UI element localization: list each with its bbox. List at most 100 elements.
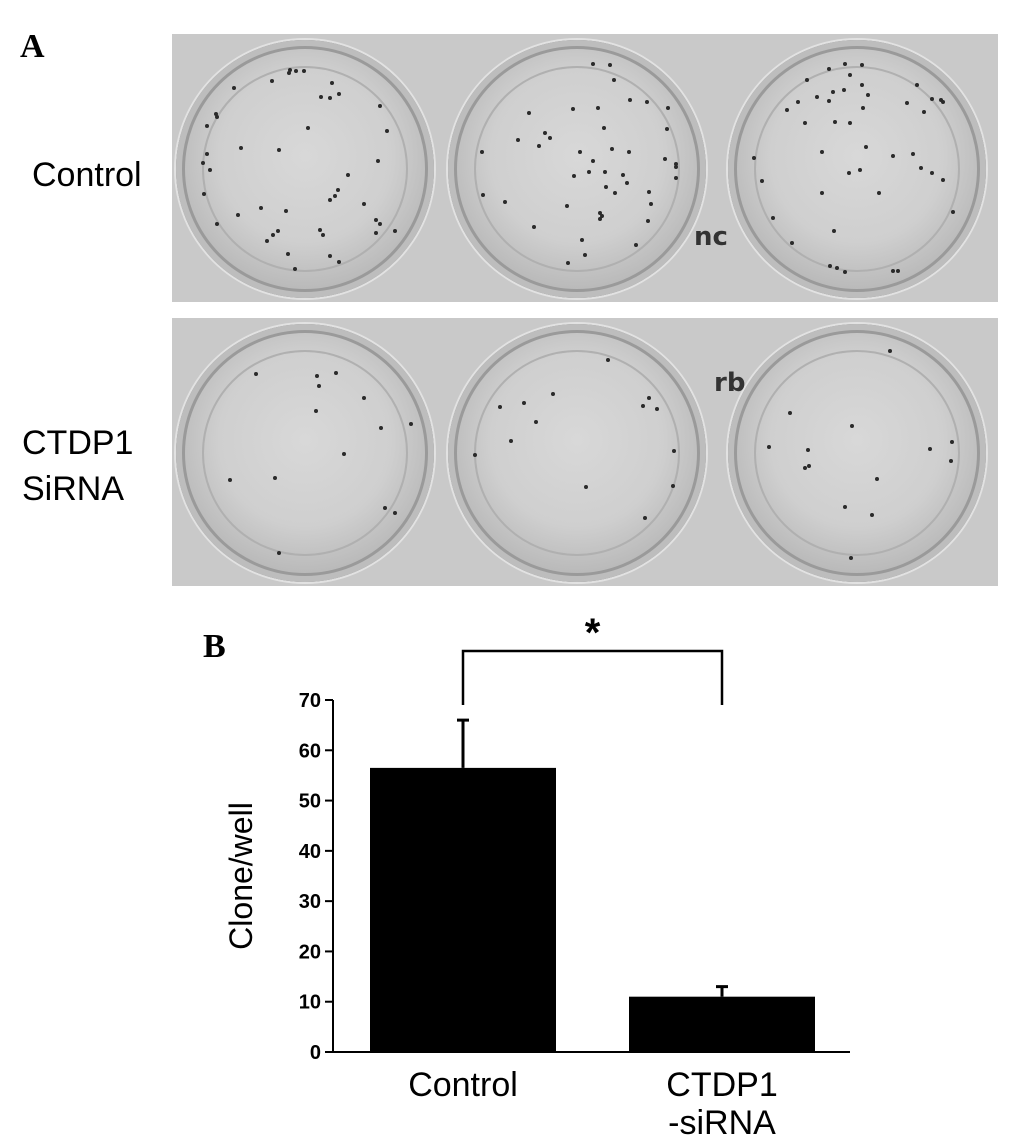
colony-dot bbox=[215, 222, 220, 227]
colony-dot bbox=[373, 231, 378, 236]
colony-dot bbox=[827, 66, 832, 71]
colony-dot bbox=[606, 357, 611, 362]
colony-dot bbox=[480, 149, 485, 154]
colony-dot bbox=[570, 107, 575, 112]
colony-dot bbox=[847, 72, 852, 77]
colony-dot bbox=[918, 165, 923, 170]
colony-dot bbox=[915, 83, 920, 88]
colony-dot bbox=[277, 550, 282, 555]
colony-dot bbox=[384, 128, 389, 133]
well-control-1 bbox=[176, 40, 434, 298]
colony-dot bbox=[826, 99, 831, 104]
well-control-3 bbox=[728, 40, 986, 298]
colony-dot bbox=[591, 158, 596, 163]
colony-dot bbox=[598, 211, 603, 216]
colony-dot bbox=[859, 62, 864, 67]
colony-dot bbox=[673, 176, 678, 181]
colony-dot bbox=[283, 209, 288, 214]
colony-dot bbox=[543, 130, 548, 135]
colony-dot bbox=[522, 401, 527, 406]
colony-dot bbox=[316, 384, 321, 389]
colony-dot bbox=[866, 92, 871, 97]
colony-dot bbox=[270, 233, 275, 238]
colony-dot bbox=[314, 374, 319, 379]
colony-dot bbox=[819, 190, 824, 195]
colony-dot bbox=[515, 137, 520, 142]
colony-dot bbox=[613, 191, 618, 196]
colony-dot bbox=[596, 105, 601, 110]
colony-dot bbox=[846, 170, 851, 175]
colony-dot bbox=[531, 225, 536, 230]
y-tick-label: 20 bbox=[299, 941, 321, 963]
colony-dot bbox=[832, 228, 837, 233]
colony-dot bbox=[831, 90, 836, 95]
colony-dot bbox=[265, 238, 270, 243]
colony-dot bbox=[332, 193, 337, 198]
colony-dot bbox=[796, 99, 801, 104]
colony-dot bbox=[392, 229, 397, 234]
colony-dot bbox=[759, 179, 764, 184]
colony-dot bbox=[634, 242, 639, 247]
colony-dot bbox=[259, 205, 264, 210]
colony-dot bbox=[587, 169, 592, 174]
colony-dot bbox=[362, 201, 367, 206]
colony-dot bbox=[327, 95, 332, 100]
colony-dot bbox=[321, 232, 326, 237]
panel-b-letter: B bbox=[203, 628, 226, 665]
colony-dot bbox=[766, 445, 771, 450]
colony-dot bbox=[287, 68, 292, 73]
colony-dot bbox=[208, 168, 212, 173]
colony-dot bbox=[646, 189, 651, 194]
y-axis-label: Clone/well bbox=[223, 802, 259, 950]
colony-dot bbox=[910, 152, 915, 157]
colony-dot bbox=[849, 556, 854, 561]
colony-dot bbox=[842, 505, 847, 510]
colony-dot bbox=[950, 440, 955, 445]
colony-dot bbox=[275, 229, 280, 234]
well-sirna-1 bbox=[176, 324, 434, 582]
colony-dot bbox=[646, 218, 651, 223]
colony-dot bbox=[578, 149, 583, 154]
colony-dot bbox=[480, 193, 485, 198]
colony-dot bbox=[842, 269, 847, 274]
colony-dot bbox=[571, 174, 576, 179]
colony-dot bbox=[841, 87, 846, 92]
colony-dot bbox=[940, 99, 945, 104]
colony-dot bbox=[771, 216, 776, 221]
colony-dot bbox=[287, 71, 292, 76]
colony-dot bbox=[642, 516, 647, 521]
colony-dot bbox=[655, 407, 660, 412]
bar-1 bbox=[370, 767, 556, 1052]
colony-dot bbox=[948, 458, 953, 463]
y-tick-label: 70 bbox=[299, 690, 321, 712]
colony-dot bbox=[302, 68, 307, 73]
colony-dot bbox=[327, 198, 332, 203]
colony-dot bbox=[584, 485, 588, 490]
colony-dot bbox=[673, 162, 678, 167]
colony-dot bbox=[805, 447, 810, 452]
colony-dot bbox=[820, 149, 825, 154]
colony-dot bbox=[939, 98, 944, 103]
colony-dot bbox=[861, 106, 866, 111]
colony-dot bbox=[890, 154, 895, 159]
colony-dot bbox=[361, 396, 366, 400]
colony-dot bbox=[664, 126, 669, 131]
y-tick-label: 0 bbox=[310, 1042, 321, 1064]
colony-dot bbox=[599, 213, 604, 218]
colony-dot bbox=[802, 466, 807, 471]
colony-dot bbox=[336, 188, 341, 193]
panel-a-letter: A bbox=[20, 28, 45, 65]
significance-bracket bbox=[461, 649, 724, 705]
significance-marker: * bbox=[585, 611, 601, 655]
colony-dot bbox=[232, 85, 237, 90]
culture-plate-ctdp1-sirna: rb bbox=[172, 318, 998, 586]
colony-dot bbox=[857, 167, 862, 172]
colony-dot bbox=[610, 146, 615, 151]
colony-dot bbox=[204, 124, 209, 129]
colony-dot bbox=[373, 217, 378, 222]
colony-dot bbox=[869, 513, 874, 518]
colony-dot bbox=[590, 62, 595, 67]
colony-dot bbox=[336, 92, 341, 97]
y-tick-label: 10 bbox=[299, 992, 321, 1014]
colony-dot bbox=[314, 408, 319, 413]
